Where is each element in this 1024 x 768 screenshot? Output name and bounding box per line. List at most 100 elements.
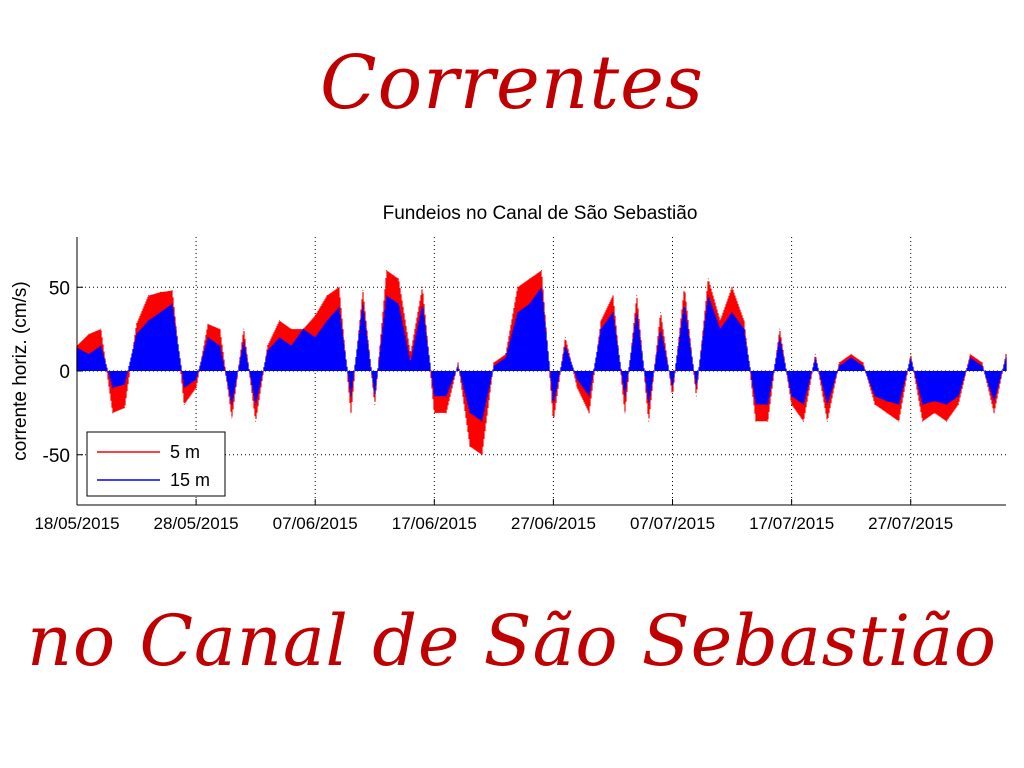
- data-point: [433, 412, 435, 414]
- data-point: [112, 412, 114, 414]
- data-point: [481, 454, 483, 456]
- data-point: [171, 303, 173, 305]
- data-point: [564, 345, 566, 347]
- data-point: [326, 320, 328, 322]
- data-point: [600, 320, 602, 322]
- data-point: [981, 362, 983, 364]
- data-point: [529, 303, 531, 305]
- data-point: [278, 320, 280, 322]
- data-point: [457, 365, 459, 367]
- legend-label-5m: 5 m: [170, 442, 200, 462]
- legend-box: [86, 431, 226, 497]
- y-axis-label: corrente horiz. (cm/s): [10, 281, 31, 460]
- data-point: [957, 404, 959, 405]
- data-point: [481, 420, 483, 422]
- data-point: [147, 295, 149, 297]
- data-point: [445, 412, 447, 414]
- data-point: [969, 357, 971, 359]
- data-point: [957, 395, 959, 397]
- page-title-top: Correntes: [320, 40, 704, 126]
- data-point: [350, 412, 352, 414]
- data-point: [934, 400, 936, 402]
- data-point: [88, 333, 90, 335]
- data-point: [231, 417, 233, 419]
- data-point: [88, 353, 90, 355]
- data-point: [552, 404, 554, 405]
- data-point: [683, 303, 685, 305]
- plot-area: [76, 237, 1007, 506]
- data-point: [886, 400, 888, 402]
- data-point: [231, 404, 233, 405]
- data-point: [386, 270, 388, 271]
- data-point: [743, 328, 745, 330]
- data-point: [743, 320, 745, 322]
- data-point: [183, 404, 185, 405]
- data-point: [493, 365, 495, 367]
- data-point: [350, 395, 352, 397]
- data-point: [755, 404, 757, 405]
- data-point: [934, 412, 936, 414]
- data-point: [219, 345, 221, 347]
- data-point: [612, 311, 614, 313]
- data-point: [552, 420, 554, 422]
- data-point: [838, 362, 840, 364]
- data-point: [922, 404, 924, 405]
- data-point: [767, 404, 769, 405]
- data-point: [469, 412, 471, 414]
- data-point: [779, 337, 781, 338]
- data-point: [576, 387, 578, 389]
- data-point: [886, 412, 888, 414]
- data-point: [255, 404, 257, 405]
- data-point: [136, 333, 138, 335]
- data-point: [898, 404, 900, 405]
- data-point: [648, 420, 650, 422]
- data-point: [469, 445, 471, 447]
- data-point: [862, 365, 864, 367]
- data-point: [421, 303, 423, 305]
- data-point: [588, 412, 590, 414]
- x-tick-label: 17/06/2015: [392, 514, 477, 533]
- data-point: [945, 420, 947, 422]
- data-point: [171, 290, 173, 292]
- data-point: [719, 320, 721, 322]
- data-point: [338, 286, 340, 288]
- data-point: [910, 357, 912, 359]
- data-point: [981, 365, 983, 367]
- data-point: [374, 395, 376, 397]
- chart-title: Fundeios no Canal de São Sebastião: [383, 203, 698, 224]
- data-point: [826, 404, 828, 405]
- x-tick-label: 27/07/2015: [868, 514, 953, 533]
- data-point: [183, 387, 185, 389]
- data-point: [219, 328, 221, 330]
- data-point: [910, 353, 912, 355]
- data-point: [243, 328, 245, 330]
- data-point: [517, 286, 519, 288]
- data-point: [398, 303, 400, 305]
- data-point: [136, 323, 138, 325]
- data-point: [386, 295, 388, 297]
- data-point: [624, 395, 626, 397]
- data-point: [541, 270, 542, 271]
- data-point: [147, 320, 149, 322]
- data-point: [314, 337, 316, 338]
- data-point: [421, 286, 423, 288]
- data-point: [195, 378, 197, 380]
- legend: 5 m 15 m: [86, 431, 226, 497]
- data-point: [791, 395, 793, 397]
- data-point: [707, 278, 709, 280]
- data-point: [862, 362, 864, 364]
- data-point: [290, 345, 292, 347]
- data-point: [338, 306, 340, 308]
- data-point: [850, 353, 852, 355]
- data-point: [767, 420, 769, 422]
- data-point: [278, 337, 280, 338]
- data-point: [731, 286, 733, 288]
- data-point: [326, 295, 328, 297]
- data-point: [648, 404, 650, 405]
- data-point: [302, 328, 304, 330]
- data-point: [195, 387, 197, 389]
- data-point: [814, 357, 816, 359]
- data-point: [409, 362, 411, 364]
- x-tick-label: 18/05/2015: [34, 514, 119, 533]
- data-point: [159, 311, 161, 313]
